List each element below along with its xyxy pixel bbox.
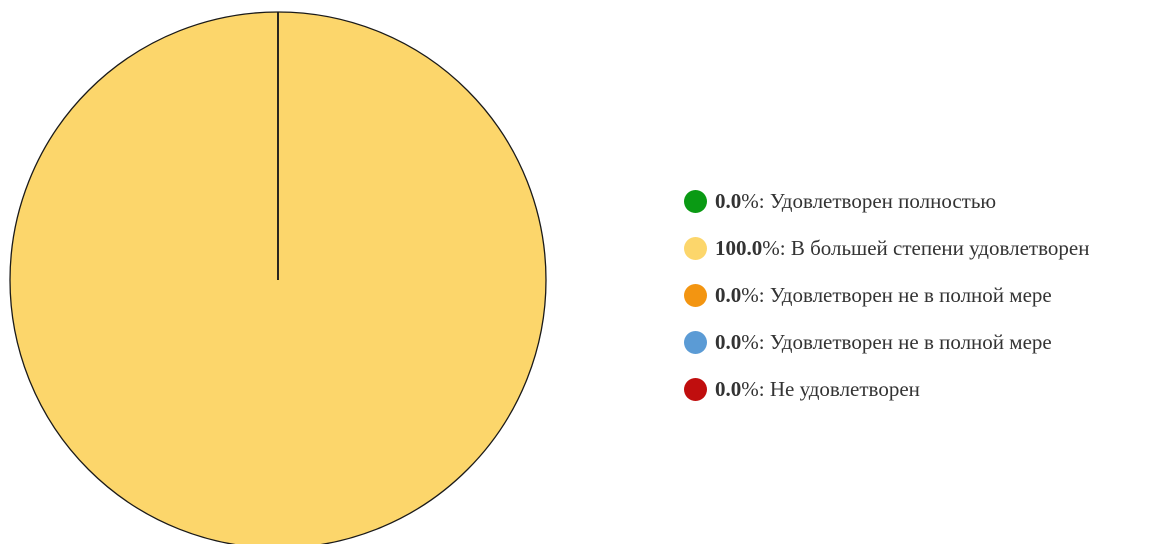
legend-value: 100.0 xyxy=(715,236,763,260)
legend-swatch-icon xyxy=(684,331,707,354)
chart-legend: 0.0%: Удовлетворен полностью 100.0%: В бо… xyxy=(684,178,1089,413)
legend-item: 0.0%: Удовлетворен не в полной мере xyxy=(684,319,1089,366)
legend-label: Удовлетворен не в полной мере xyxy=(769,283,1052,307)
legend-value: 0.0 xyxy=(715,330,742,354)
legend-swatch-icon xyxy=(684,284,707,307)
legend-separator: %: xyxy=(741,283,770,307)
legend-separator: %: xyxy=(762,236,791,260)
legend-item: 0.0%: Не удовлетворен xyxy=(684,366,1089,413)
legend-value: 0.0 xyxy=(715,189,742,213)
legend-label: Удовлетворен не в полной мере xyxy=(769,330,1052,354)
legend-item: 0.0%: Удовлетворен полностью xyxy=(684,178,1089,225)
legend-label: Удовлетворен полностью xyxy=(769,189,997,213)
legend-separator: %: xyxy=(741,330,770,354)
legend-swatch-icon xyxy=(684,237,707,260)
legend-separator: %: xyxy=(741,377,770,401)
legend-value: 0.0 xyxy=(715,377,742,401)
legend-item: 100.0%: В большей степени удовлетворен xyxy=(684,225,1089,272)
legend-label: В большей степени удовлетворен xyxy=(790,236,1090,260)
legend-separator: %: xyxy=(741,189,770,213)
legend-swatch-icon xyxy=(684,190,707,213)
legend-label: Не удовлетворен xyxy=(769,377,920,401)
legend-swatch-icon xyxy=(684,378,707,401)
legend-item: 0.0%: Удовлетворен не в полной мере xyxy=(684,272,1089,319)
legend-value: 0.0 xyxy=(715,283,742,307)
